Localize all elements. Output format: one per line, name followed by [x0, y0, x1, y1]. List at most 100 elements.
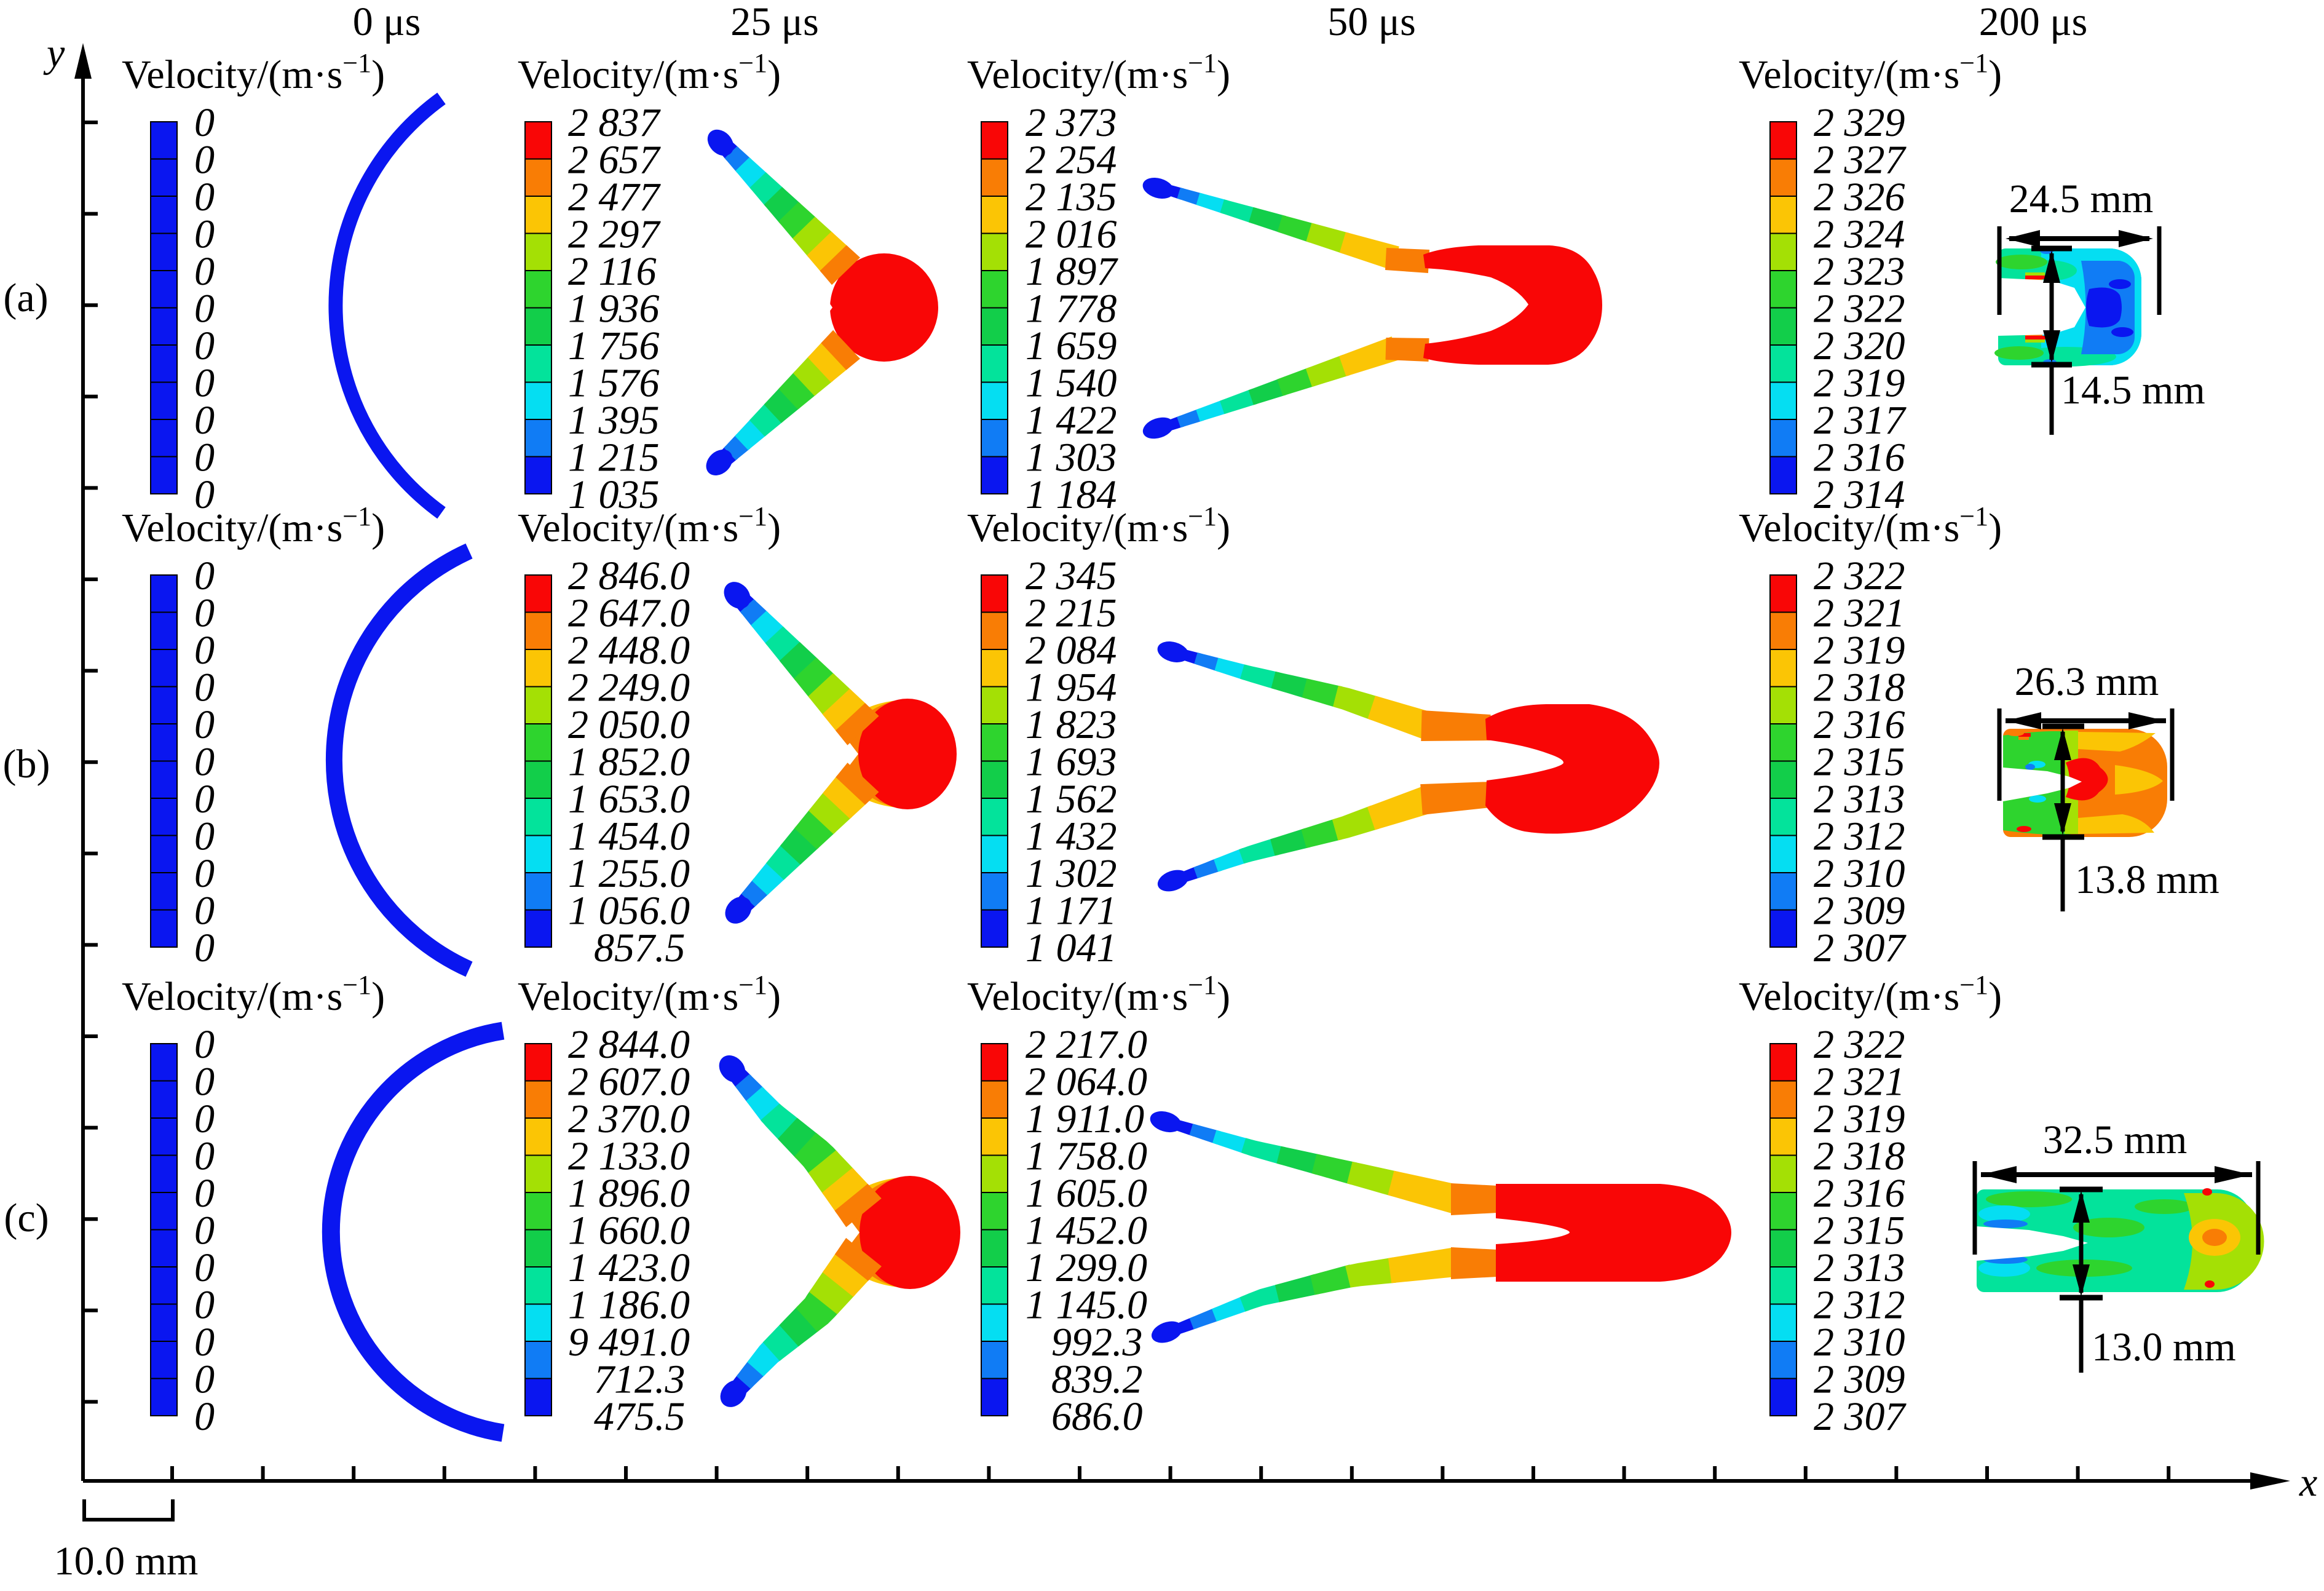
svg-text:2 316: 2 316: [1814, 435, 1905, 480]
svg-text:2 016: 2 016: [1026, 212, 1117, 257]
svg-text:2 322: 2 322: [1814, 287, 1905, 331]
svg-text:2 345: 2 345: [1026, 553, 1117, 598]
svg-text:1 936: 1 936: [568, 287, 660, 331]
svg-text:0: 0: [194, 889, 215, 934]
svg-text:0: 0: [194, 628, 215, 673]
svg-text:2 318: 2 318: [1814, 1134, 1905, 1179]
svg-text:2 133.0: 2 133.0: [568, 1134, 690, 1179]
svg-text:2 307: 2 307: [1814, 1394, 1907, 1439]
svg-text:(c): (c): [4, 1196, 49, 1240]
svg-text:2 837: 2 837: [568, 100, 662, 145]
svg-text:2 297: 2 297: [568, 212, 662, 257]
svg-text:1 395: 1 395: [568, 398, 660, 443]
svg-text:2 321: 2 321: [1814, 1060, 1905, 1105]
svg-text:0: 0: [194, 1134, 215, 1179]
svg-text:2 310: 2 310: [1814, 851, 1905, 896]
svg-text:0: 0: [194, 926, 215, 970]
svg-text:2 319: 2 319: [1814, 361, 1905, 406]
svg-text:Velocity/(m·s−1): Velocity/(m·s−1): [518, 970, 781, 1019]
svg-text:0: 0: [194, 361, 215, 406]
svg-text:0 μs: 0 μs: [353, 0, 421, 44]
svg-text:10.0 mm: 10.0 mm: [54, 1539, 199, 1584]
svg-text:Velocity/(m·s−1): Velocity/(m·s−1): [1739, 48, 2002, 97]
svg-text:1 911.0: 1 911.0: [1026, 1097, 1144, 1141]
svg-text:x: x: [2299, 1460, 2317, 1505]
svg-text:0: 0: [194, 175, 215, 220]
svg-text:1 659: 1 659: [1026, 323, 1117, 368]
svg-text:Velocity/(m·s−1): Velocity/(m·s−1): [1739, 970, 2002, 1019]
svg-text:2 312: 2 312: [1814, 1283, 1905, 1328]
svg-text:2 329: 2 329: [1814, 100, 1905, 145]
svg-text:2 309: 2 309: [1814, 889, 1905, 934]
svg-text:0: 0: [194, 814, 215, 859]
svg-text:1 605.0: 1 605.0: [1026, 1171, 1147, 1216]
svg-text:1 171: 1 171: [1026, 889, 1117, 934]
svg-text:0: 0: [194, 665, 215, 710]
svg-text:2 320: 2 320: [1814, 323, 1905, 368]
svg-text:712.3: 712.3: [594, 1357, 686, 1402]
svg-text:1 035: 1 035: [568, 472, 660, 517]
svg-text:0: 0: [194, 323, 215, 368]
svg-text:0: 0: [194, 553, 215, 598]
svg-text:1 562: 1 562: [1026, 777, 1117, 822]
svg-text:1 056.0: 1 056.0: [568, 889, 690, 934]
svg-text:686.0: 686.0: [1051, 1394, 1143, 1439]
svg-text:1 145.0: 1 145.0: [1026, 1283, 1147, 1328]
svg-text:1 422: 1 422: [1026, 398, 1117, 443]
svg-text:2 313: 2 313: [1814, 777, 1905, 822]
svg-text:1 454.0: 1 454.0: [568, 814, 690, 859]
svg-text:1 897: 1 897: [1026, 249, 1119, 294]
svg-text:32.5 mm: 32.5 mm: [2043, 1117, 2188, 1162]
svg-text:857.5: 857.5: [594, 926, 686, 970]
svg-text:2 323: 2 323: [1814, 249, 1905, 294]
svg-text:Velocity/(m·s−1): Velocity/(m·s−1): [967, 48, 1230, 97]
svg-text:1 303: 1 303: [1026, 435, 1117, 480]
svg-text:2 647.0: 2 647.0: [568, 591, 690, 636]
svg-text:2 064.0: 2 064.0: [1026, 1060, 1147, 1105]
svg-text:2 322: 2 322: [1814, 553, 1905, 598]
svg-text:2 215: 2 215: [1026, 591, 1117, 636]
svg-text:24.5 mm: 24.5 mm: [2009, 177, 2154, 221]
svg-text:Velocity/(m·s−1): Velocity/(m·s−1): [967, 970, 1230, 1019]
svg-text:1 852.0: 1 852.0: [568, 740, 690, 785]
svg-text:(b): (b): [3, 742, 50, 787]
svg-text:1 299.0: 1 299.0: [1026, 1245, 1147, 1290]
svg-text:2 326: 2 326: [1814, 175, 1905, 220]
svg-text:2 249.0: 2 249.0: [568, 665, 690, 710]
svg-text:0: 0: [194, 398, 215, 443]
svg-text:Velocity/(m·s−1): Velocity/(m·s−1): [1739, 501, 2002, 550]
svg-text:1 693: 1 693: [1026, 740, 1117, 785]
svg-text:2 324: 2 324: [1814, 212, 1905, 257]
svg-text:0: 0: [194, 287, 215, 331]
svg-text:1 758.0: 1 758.0: [1026, 1134, 1147, 1179]
svg-text:0: 0: [194, 1208, 215, 1253]
svg-text:0: 0: [194, 1245, 215, 1290]
svg-text:2 846.0: 2 846.0: [568, 553, 690, 598]
svg-text:1 896.0: 1 896.0: [568, 1171, 690, 1216]
svg-text:0: 0: [194, 777, 215, 822]
svg-text:0: 0: [194, 1022, 215, 1067]
svg-text:26.3 mm: 26.3 mm: [2015, 659, 2159, 704]
svg-text:2 310: 2 310: [1814, 1320, 1905, 1365]
svg-text:0: 0: [194, 138, 215, 183]
svg-text:25 μs: 25 μs: [730, 0, 819, 44]
svg-text:2 370.0: 2 370.0: [568, 1097, 690, 1141]
svg-text:0: 0: [194, 1394, 215, 1439]
svg-text:0: 0: [194, 851, 215, 896]
svg-text:Velocity/(m·s−1): Velocity/(m·s−1): [122, 970, 385, 1019]
svg-text:2 312: 2 312: [1814, 814, 1905, 859]
svg-text:50 μs: 50 μs: [1327, 0, 1416, 44]
svg-text:0: 0: [194, 249, 215, 294]
svg-text:1 540: 1 540: [1026, 361, 1117, 406]
svg-text:Velocity/(m·s−1): Velocity/(m·s−1): [518, 501, 781, 550]
svg-text:0: 0: [194, 1357, 215, 1402]
svg-text:0: 0: [194, 1171, 215, 1216]
svg-text:1 041: 1 041: [1026, 926, 1117, 970]
svg-text:2 322: 2 322: [1814, 1022, 1905, 1067]
svg-text:0: 0: [194, 472, 215, 517]
svg-text:2 307: 2 307: [1814, 926, 1907, 970]
svg-text:y: y: [43, 31, 65, 76]
svg-text:475.5: 475.5: [594, 1394, 686, 1439]
svg-text:2 327: 2 327: [1814, 138, 1907, 183]
svg-text:1 452.0: 1 452.0: [1026, 1208, 1147, 1253]
